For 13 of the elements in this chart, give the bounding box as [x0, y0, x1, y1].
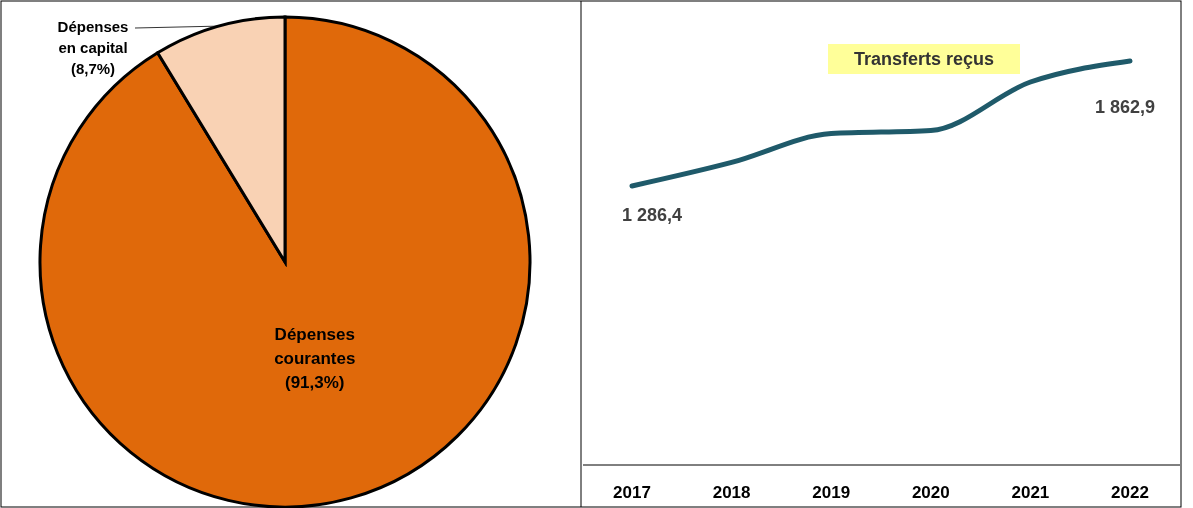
chart-title: Transferts reçus [853, 49, 995, 69]
data-label: 1 862,9 [1094, 97, 1156, 117]
data-label: (91,3%) [284, 373, 345, 393]
slice-label: Dépenses en capital [57, 18, 129, 56]
x-tick-label: 2020 [911, 483, 950, 502]
x-tick-label: 2017 [613, 483, 651, 502]
x-tick-label: 2018 [712, 483, 751, 502]
x-tick-label: 2019 [812, 483, 851, 502]
x-tick-label: 2022 [1111, 483, 1149, 502]
slice-label: Dépenses courantes [274, 325, 356, 369]
data-label: (8,7%) [70, 60, 116, 77]
data-label: 1 286,4 [621, 205, 683, 225]
x-tick-label: 2021 [1011, 483, 1050, 502]
